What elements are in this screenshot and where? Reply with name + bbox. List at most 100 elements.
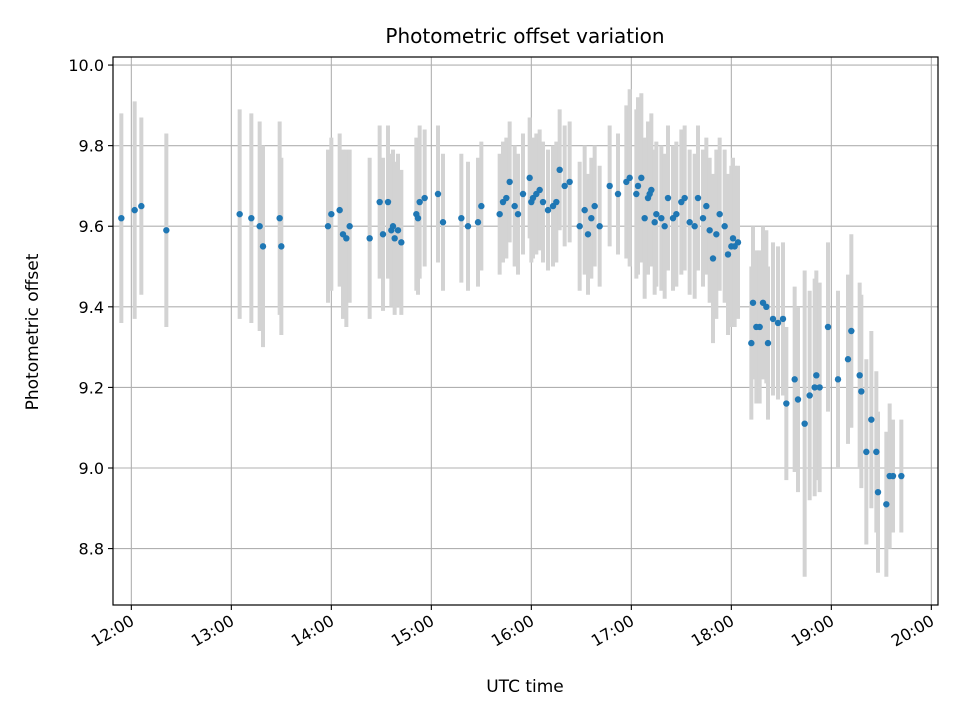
data-point [813, 372, 820, 379]
x-axis-ticks: 12:00 13:00 14:00 15:00 16:00 17:00 18:00 19:00… [88, 605, 937, 651]
data-point [779, 315, 787, 323]
data-point [584, 231, 592, 238]
data-point [763, 303, 770, 311]
data-point [681, 194, 688, 202]
data-point [379, 231, 387, 238]
data-point [794, 396, 802, 403]
data-point [706, 227, 713, 234]
data-points [118, 166, 905, 508]
data-point [553, 198, 560, 206]
data-point [581, 206, 588, 214]
data-point [791, 376, 798, 383]
data-point [844, 356, 852, 363]
data-point [874, 488, 882, 496]
data-point [606, 182, 613, 190]
data-point [863, 448, 870, 456]
data-point [856, 372, 863, 379]
data-point [366, 235, 373, 242]
data-point [248, 214, 255, 222]
data-point [276, 214, 283, 222]
data-point [256, 223, 263, 230]
data-point [694, 194, 702, 202]
y-tick-label: 9.4 [79, 298, 104, 317]
data-point [398, 239, 405, 246]
data-point [769, 315, 777, 323]
data-point [638, 174, 645, 182]
data-point [511, 202, 518, 210]
data-point [118, 214, 125, 222]
data-point [526, 174, 533, 182]
x-tick-label: 12:00 [88, 611, 137, 651]
y-tick-label: 9.0 [79, 459, 104, 478]
data-point [713, 231, 720, 238]
data-point [596, 223, 603, 230]
data-point [421, 194, 428, 202]
y-tick-label: 8.8 [79, 540, 104, 559]
data-point [414, 214, 422, 222]
data-point [651, 219, 658, 226]
data-point [703, 202, 710, 210]
data-point [591, 202, 598, 210]
data-point [343, 235, 350, 242]
data-point [658, 214, 665, 222]
data-point [376, 198, 383, 206]
data-point [633, 190, 640, 198]
data-point [661, 223, 668, 230]
data-point [328, 210, 335, 218]
x-tick-label: 18:00 [688, 611, 737, 651]
data-point [783, 400, 790, 407]
data-point [556, 166, 563, 174]
data-point [236, 210, 243, 218]
data-point [278, 243, 285, 250]
data-point [648, 186, 655, 194]
data-point [898, 472, 905, 480]
data-point [394, 227, 402, 234]
y-tick-label: 9.8 [79, 137, 104, 156]
data-point [439, 219, 447, 226]
plot-area-frame [112, 56, 939, 606]
data-point [724, 251, 732, 258]
data-point [566, 178, 573, 186]
data-point [434, 190, 442, 198]
data-point [536, 186, 543, 194]
data-point [699, 214, 707, 222]
y-axis-ticks: 8.8 9.0 9.2 9.4 9.6 9.8 10.0 [68, 56, 113, 559]
data-point [503, 194, 510, 202]
data-point [519, 190, 527, 198]
data-point [749, 299, 757, 306]
data-point [641, 214, 648, 222]
x-tick-label: 17:00 [588, 611, 637, 651]
data-point [163, 227, 170, 234]
data-point [336, 206, 343, 214]
data-point [721, 223, 728, 230]
chart-title: Photometric offset variation [385, 24, 664, 48]
data-point [588, 214, 595, 222]
x-tick-label: 13:00 [188, 611, 237, 651]
data-point [539, 198, 547, 206]
x-tick-label: 15:00 [388, 611, 437, 651]
data-point [496, 210, 503, 218]
data-point [691, 223, 698, 230]
data-point [653, 210, 660, 218]
data-point [259, 243, 267, 250]
data-point [816, 384, 823, 391]
data-point [384, 198, 392, 206]
data-point [858, 388, 865, 395]
data-point [748, 339, 755, 347]
data-point [686, 219, 693, 226]
data-point [464, 223, 472, 230]
data-point [774, 319, 782, 327]
data-point [806, 392, 813, 399]
data-point [514, 210, 522, 218]
data-point [131, 206, 138, 214]
x-tick-label: 16:00 [488, 611, 537, 651]
data-point [458, 214, 465, 222]
data-point [734, 239, 742, 246]
x-tick-label: 14:00 [288, 611, 337, 651]
data-point [138, 202, 145, 210]
data-point [848, 327, 855, 335]
y-axis-label: Photometric offset [23, 253, 43, 410]
data-point [474, 219, 482, 226]
